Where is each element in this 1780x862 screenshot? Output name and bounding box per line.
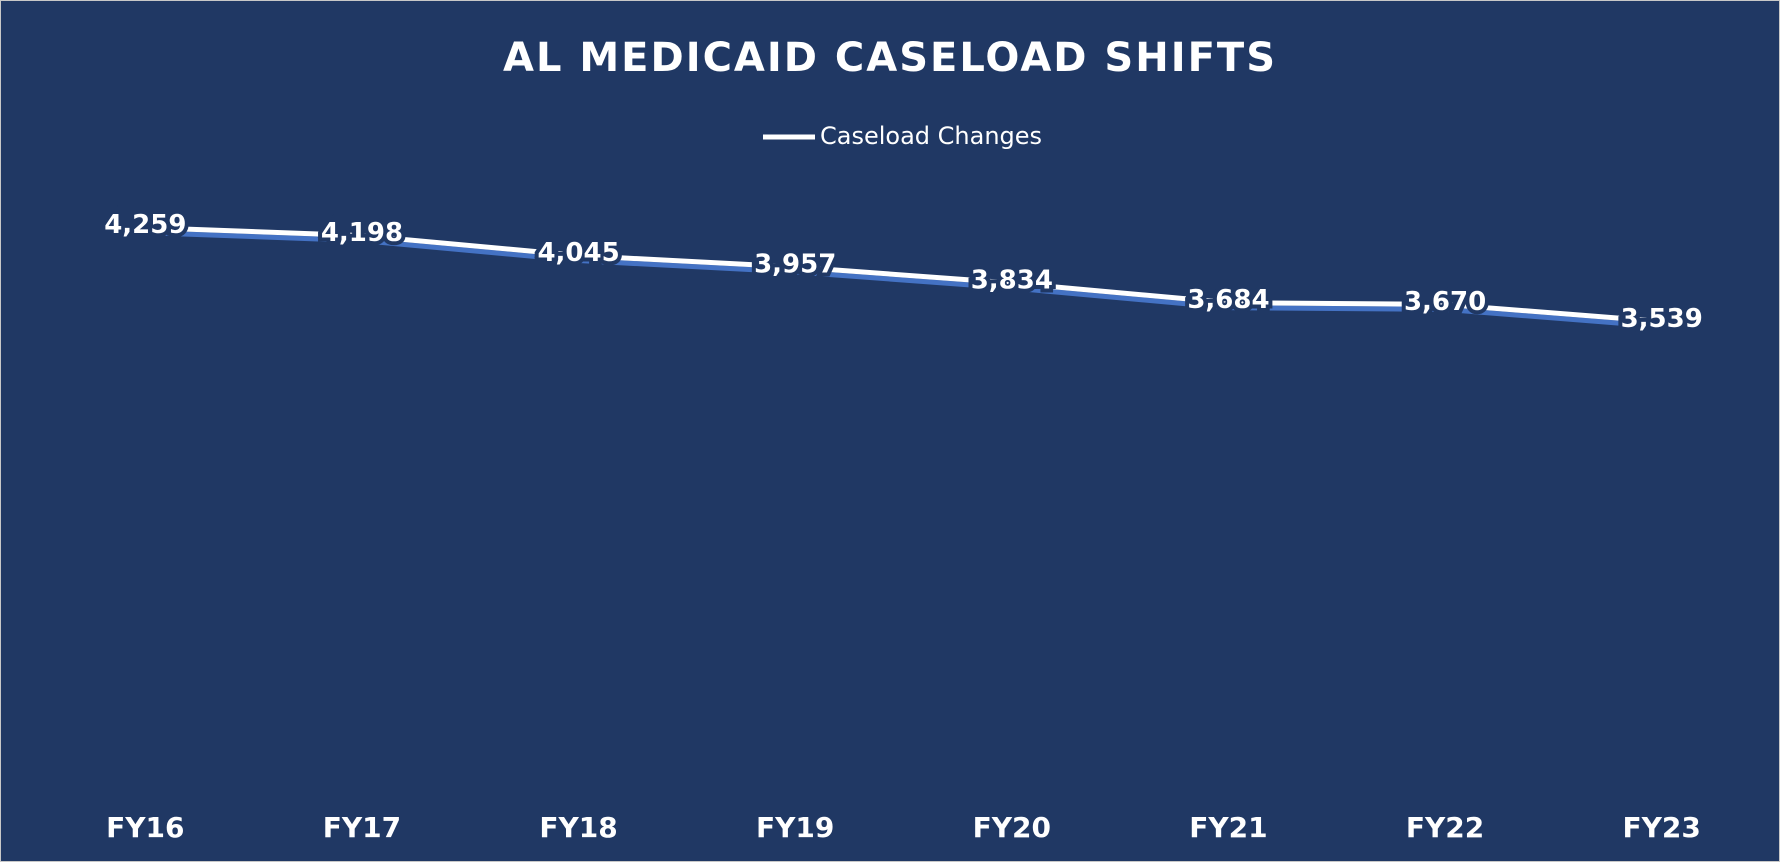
x-tick-label: FY18 [539, 811, 617, 844]
line-shadow [145, 230, 1662, 330]
x-tick-label: FY17 [323, 811, 401, 844]
data-label: 3,834 [971, 266, 1053, 296]
x-tick-label: FY19 [756, 811, 834, 844]
chart-title: AL MEDICAID CASELOAD SHIFTS [503, 35, 1277, 81]
x-tick-label: FY22 [1406, 811, 1484, 844]
x-tick-label: FY23 [1623, 811, 1701, 844]
data-label: 4,045 [537, 238, 619, 268]
data-label: 3,684 [1187, 285, 1269, 315]
line [145, 225, 1662, 325]
data-label: 3,957 [754, 250, 836, 280]
data-label: 4,259 [104, 210, 186, 240]
data-label: 4,198 [321, 218, 403, 248]
data-label: 3,539 [1621, 304, 1703, 334]
legend-label: Caseload Changes [820, 122, 1042, 150]
data-label: 3,670 [1404, 287, 1486, 317]
x-tick-label: FY20 [973, 811, 1051, 844]
x-tick-label: FY21 [1189, 811, 1267, 844]
x-tick-label: FY16 [106, 811, 184, 844]
